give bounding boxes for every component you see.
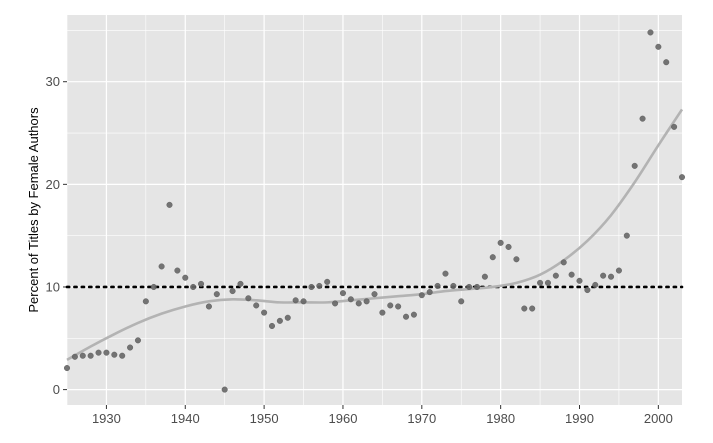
smooth-trend-line — [66, 108, 684, 361]
data-point — [497, 239, 504, 246]
data-point — [347, 296, 354, 303]
data-point — [639, 115, 646, 122]
y-tick-label: 10 — [46, 279, 60, 294]
data-point — [276, 317, 283, 324]
data-point — [182, 274, 189, 281]
data-point — [253, 302, 260, 309]
data-point — [229, 288, 236, 295]
data-point — [371, 291, 378, 298]
data-point — [663, 59, 670, 66]
data-point — [308, 283, 315, 290]
data-point — [79, 352, 86, 359]
x-tick-label: 1930 — [92, 411, 121, 426]
data-point — [671, 123, 678, 130]
data-point — [324, 278, 331, 285]
data-point — [237, 280, 244, 287]
x-tick-label: 1950 — [250, 411, 279, 426]
data-point — [71, 353, 78, 360]
data-point — [434, 282, 441, 289]
data-point — [679, 174, 686, 181]
data-point — [355, 300, 362, 307]
data-point — [489, 254, 496, 261]
data-point — [221, 386, 228, 393]
data-point — [190, 283, 197, 290]
data-point — [584, 287, 591, 294]
data-point — [379, 309, 386, 316]
data-point — [474, 283, 481, 290]
data-point — [615, 267, 622, 274]
data-point — [395, 303, 402, 310]
x-tick-label: 1940 — [171, 411, 200, 426]
data-point — [198, 280, 205, 287]
data-point — [261, 309, 268, 316]
data-point — [592, 281, 599, 288]
data-point — [600, 272, 607, 279]
data-point — [205, 303, 212, 310]
data-point — [111, 351, 118, 358]
data-point — [142, 298, 149, 305]
data-point — [119, 352, 126, 359]
data-point — [166, 201, 173, 208]
data-point — [418, 292, 425, 299]
y-tick-label: 30 — [46, 74, 60, 89]
data-point — [505, 243, 512, 250]
data-point — [568, 271, 575, 278]
data-point — [292, 297, 299, 304]
x-tick-label: 1970 — [407, 411, 436, 426]
data-point — [466, 283, 473, 290]
data-point — [426, 289, 433, 296]
y-tick-label: 0 — [53, 382, 60, 397]
data-point — [631, 162, 638, 169]
data-point — [284, 314, 291, 321]
data-point — [458, 298, 465, 305]
data-point — [103, 349, 110, 356]
data-point — [410, 311, 417, 318]
data-point — [529, 305, 536, 312]
y-axis-title: Percent of Titles by Female Authors — [26, 107, 41, 313]
plot-panel — [67, 15, 682, 405]
data-point — [332, 300, 339, 307]
data-point — [127, 344, 134, 351]
data-point — [481, 273, 488, 280]
data-point — [87, 352, 94, 359]
data-point — [560, 259, 567, 266]
x-tick-label: 2000 — [644, 411, 673, 426]
data-point — [245, 295, 252, 302]
data-point — [552, 272, 559, 279]
data-point — [363, 298, 370, 305]
data-point — [158, 263, 165, 270]
data-point — [316, 282, 323, 289]
data-point — [387, 302, 394, 309]
data-point — [134, 337, 141, 344]
data-point — [300, 298, 307, 305]
data-point — [269, 322, 276, 329]
data-point — [521, 305, 528, 312]
data-point — [150, 283, 157, 290]
data-point — [576, 277, 583, 284]
data-point — [608, 273, 615, 280]
data-point — [647, 29, 654, 36]
y-axis: 0 10 20 30 — [46, 74, 67, 397]
data-point — [63, 365, 70, 372]
data-points — [63, 29, 686, 393]
data-point — [95, 349, 102, 356]
data-point — [655, 43, 662, 50]
data-point — [339, 290, 346, 297]
data-point — [403, 313, 410, 320]
data-point — [213, 291, 220, 298]
x-tick-label: 1980 — [486, 411, 515, 426]
data-point — [442, 270, 449, 277]
data-point — [513, 256, 520, 263]
y-tick-label: 20 — [46, 177, 60, 192]
data-point — [623, 232, 630, 239]
x-tick-label: 1960 — [329, 411, 358, 426]
data-point — [544, 279, 551, 286]
data-point — [174, 267, 181, 274]
x-tick-label: 1990 — [565, 411, 594, 426]
data-point — [450, 282, 457, 289]
data-point — [537, 279, 544, 286]
x-axis: 1930 1940 1950 1960 1970 1980 1990 2000 — [92, 405, 673, 426]
